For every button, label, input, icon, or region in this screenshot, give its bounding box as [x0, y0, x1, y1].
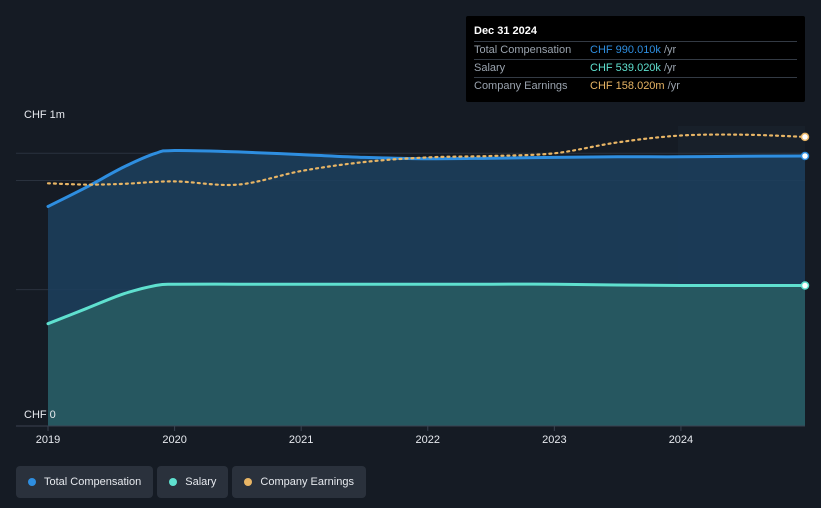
- tooltip-unit: /yr: [664, 80, 680, 92]
- tooltip-row-salary: Salary CHF 539.020k /yr: [474, 60, 797, 78]
- tooltip-date: Dec 31 2024: [474, 24, 797, 42]
- tooltip-value: CHF 990.010k: [590, 44, 661, 56]
- circle-dot-icon: [244, 478, 253, 486]
- series-endpoint-total: [800, 151, 810, 161]
- tooltip-label: Salary: [474, 62, 506, 74]
- tooltip-row-total: Total Compensation CHF 990.010k /yr: [474, 42, 797, 60]
- series-endpoint-earnings: [800, 132, 810, 142]
- tooltip-value: CHF 539.020k: [590, 62, 661, 74]
- y-axis-label-bottom: CHF 0: [24, 409, 56, 421]
- series-line-total: [46, 148, 807, 208]
- legend-item-salary[interactable]: Salary: [157, 466, 229, 498]
- x-tick-label: 2020: [162, 434, 186, 446]
- tooltip-label: Total Compensation: [474, 44, 572, 56]
- tooltip-row-earnings: Company Earnings CHF 158.020m /yr: [474, 78, 797, 95]
- legend-label: Company Earnings: [260, 476, 354, 488]
- tooltip-unit: /yr: [660, 62, 677, 74]
- legend: Total Compensation Salary Company Earnin…: [16, 466, 366, 498]
- series-line-salary: [46, 282, 807, 326]
- legend-item-total-compensation[interactable]: Total Compensation: [16, 466, 154, 498]
- legend-label: Salary: [185, 476, 217, 488]
- x-tick-label: 2022: [416, 434, 440, 446]
- circle-dot-icon: [28, 478, 36, 486]
- legend-item-company-earnings[interactable]: Company Earnings: [232, 466, 366, 498]
- circle-dot-icon: [169, 478, 178, 486]
- legend-label: Total Compensation: [44, 476, 142, 488]
- series-line-earnings: [46, 133, 807, 187]
- x-tick-label: 2023: [542, 434, 566, 446]
- tooltip: Dec 31 2024 Total Compensation CHF 990.0…: [466, 16, 805, 102]
- area-salary: [48, 284, 805, 426]
- tooltip-label: Company Earnings: [474, 80, 568, 92]
- x-tick-label: 2019: [36, 434, 60, 446]
- x-tick-label: 2024: [669, 434, 693, 446]
- y-axis-label-top: CHF 1m: [24, 109, 65, 121]
- tooltip-value: CHF 158.020m: [590, 80, 665, 92]
- tooltip-unit: /yr: [660, 44, 677, 56]
- x-tick-label: 2021: [289, 434, 313, 446]
- series-endpoint-salary: [800, 281, 810, 290]
